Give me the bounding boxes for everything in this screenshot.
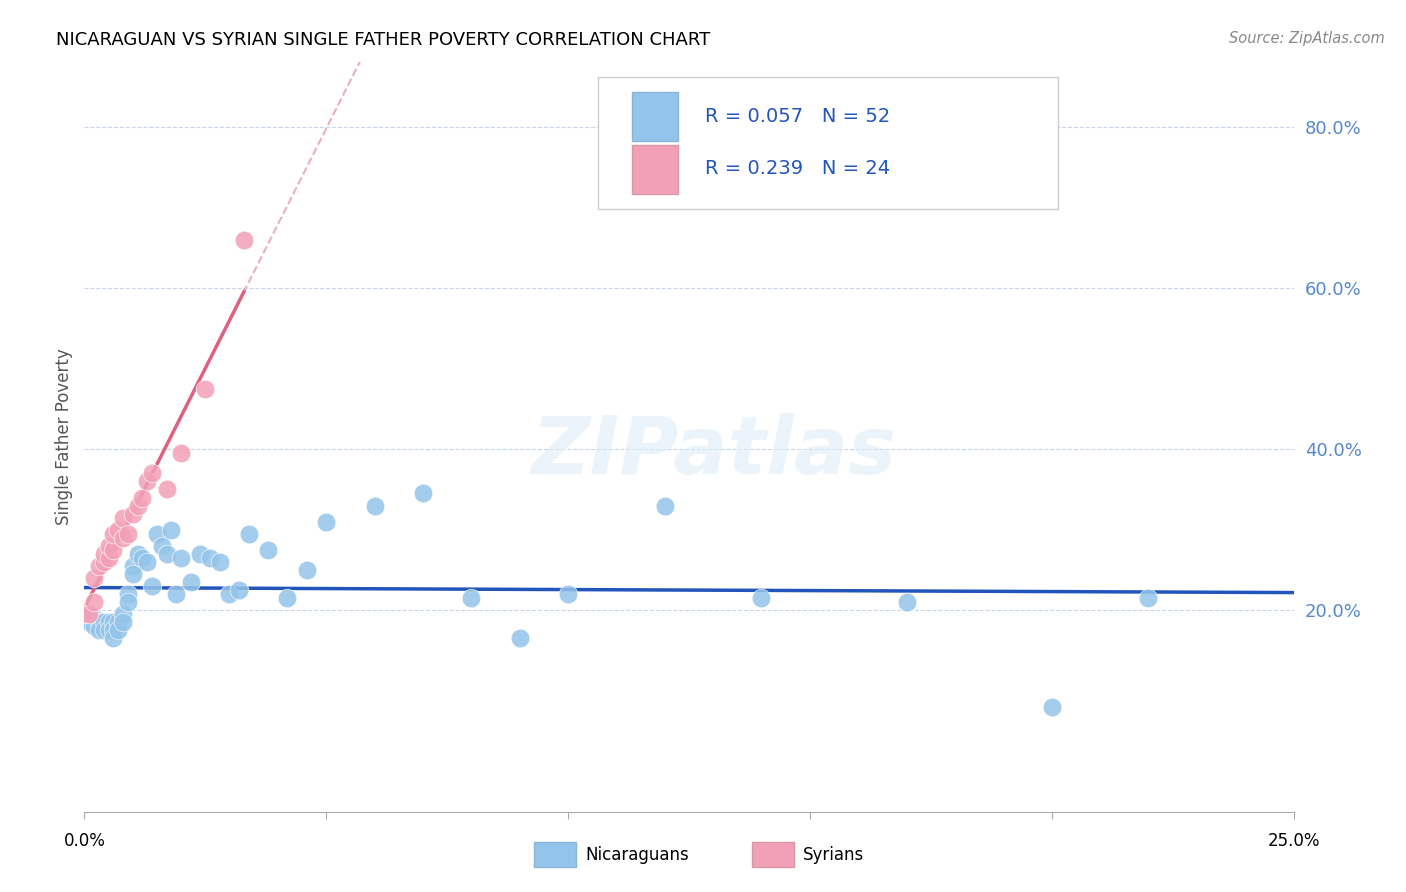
Text: ZIPatlas: ZIPatlas <box>530 413 896 491</box>
Point <box>127 499 149 513</box>
Point <box>557 587 579 601</box>
Point <box>127 547 149 561</box>
Point <box>103 526 125 541</box>
Point <box>146 526 169 541</box>
Point <box>107 523 129 537</box>
Point <box>107 624 129 638</box>
Y-axis label: Single Father Poverty: Single Father Poverty <box>55 349 73 525</box>
Point <box>87 624 110 638</box>
Point <box>77 615 100 630</box>
Point <box>751 591 773 606</box>
Text: Source: ZipAtlas.com: Source: ZipAtlas.com <box>1229 31 1385 46</box>
Point <box>180 575 202 590</box>
Point <box>131 491 153 505</box>
Point <box>83 571 105 585</box>
FancyBboxPatch shape <box>633 93 678 141</box>
Point <box>97 615 120 630</box>
Point <box>97 550 120 565</box>
Point <box>141 579 163 593</box>
Text: Nicaraguans: Nicaraguans <box>585 846 689 863</box>
Point <box>87 615 110 630</box>
Point <box>896 595 918 609</box>
Point <box>170 446 193 460</box>
Text: NICARAGUAN VS SYRIAN SINGLE FATHER POVERTY CORRELATION CHART: NICARAGUAN VS SYRIAN SINGLE FATHER POVER… <box>56 31 710 49</box>
FancyBboxPatch shape <box>599 78 1057 209</box>
Point <box>121 559 143 574</box>
Point <box>1137 591 1160 606</box>
Point <box>87 559 110 574</box>
Text: 0.0%: 0.0% <box>63 832 105 850</box>
Point <box>155 547 177 561</box>
Point <box>160 523 183 537</box>
Point <box>238 526 260 541</box>
Point <box>97 624 120 638</box>
Point <box>103 624 125 638</box>
Point <box>73 611 96 625</box>
Point <box>654 499 676 513</box>
Point <box>136 475 159 489</box>
Point <box>121 567 143 582</box>
Point <box>97 539 120 553</box>
Point <box>83 595 105 609</box>
Point <box>121 507 143 521</box>
Point <box>194 382 217 396</box>
Point <box>198 550 221 565</box>
Point <box>155 483 177 497</box>
Point <box>83 619 105 633</box>
Point <box>117 587 139 601</box>
Point <box>112 531 135 545</box>
Point <box>208 555 231 569</box>
Point <box>107 615 129 630</box>
Point <box>93 624 115 638</box>
Point <box>150 539 173 553</box>
Point <box>141 467 163 481</box>
Point <box>257 542 280 557</box>
Text: 25.0%: 25.0% <box>1267 832 1320 850</box>
Point <box>315 515 337 529</box>
Point <box>276 591 298 606</box>
FancyBboxPatch shape <box>633 145 678 194</box>
Point <box>170 550 193 565</box>
Point <box>93 547 115 561</box>
Point <box>136 555 159 569</box>
Text: R = 0.239   N = 24: R = 0.239 N = 24 <box>704 160 890 178</box>
Text: Syrians: Syrians <box>803 846 865 863</box>
Point <box>103 615 125 630</box>
Point <box>103 632 125 646</box>
Point <box>295 563 318 577</box>
Point <box>190 547 212 561</box>
Point <box>112 607 135 622</box>
Point <box>233 233 256 247</box>
Point <box>509 632 531 646</box>
Point <box>112 615 135 630</box>
Point <box>103 542 125 557</box>
Point <box>117 526 139 541</box>
Point <box>73 607 96 622</box>
Text: R = 0.057   N = 52: R = 0.057 N = 52 <box>704 107 890 126</box>
Point <box>93 555 115 569</box>
Point <box>412 486 434 500</box>
Point <box>460 591 482 606</box>
Point <box>93 615 115 630</box>
Point <box>117 595 139 609</box>
Point <box>77 607 100 622</box>
Point <box>83 611 105 625</box>
Point <box>165 587 187 601</box>
Point <box>228 583 250 598</box>
Point <box>363 499 385 513</box>
Point <box>131 550 153 565</box>
Point <box>1040 700 1063 714</box>
Point <box>218 587 240 601</box>
Point <box>112 510 135 524</box>
